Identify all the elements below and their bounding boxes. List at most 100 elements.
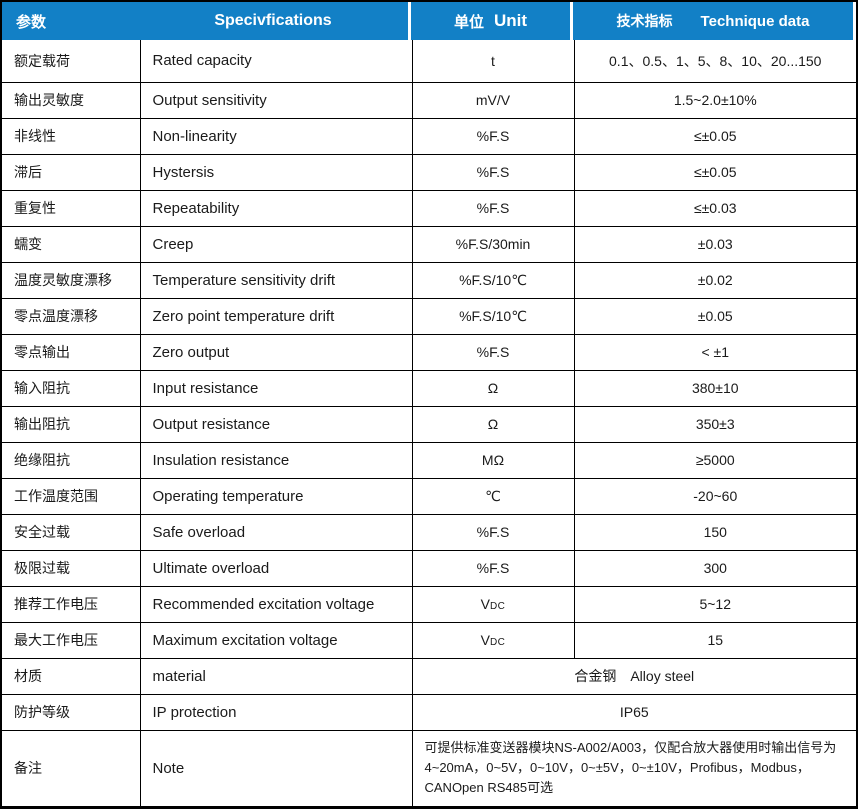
unit-cell: VDC xyxy=(411,621,575,659)
table-row: 零点温度漂移 Zero point temperature drift %F.S/1… xyxy=(1,297,857,335)
value-cell: ≤±0.05 xyxy=(573,117,857,155)
param-name-en-cell: Note xyxy=(139,729,413,807)
table-row: 蠕变 Creep %F.S/30min ±0.03 xyxy=(1,225,857,263)
param-name-en-cell: Recommended excitation voltage xyxy=(139,585,413,623)
unit-cell: %F.S/10℃ xyxy=(411,297,575,335)
table-row: 额定载荷 Rated capacity t 0.1、0.5、1、5、8、10、20..… xyxy=(1,39,857,83)
unit-cell: %F.S xyxy=(411,333,575,371)
unit-cell: Ω xyxy=(411,405,575,443)
param-name-cn-cell: 材质 xyxy=(1,657,141,695)
unit-cell: mV/V xyxy=(411,81,575,119)
param-name-cn-cell: 推荐工作电压 xyxy=(1,585,141,623)
header-unit-cn: 单位 xyxy=(453,13,484,31)
param-name-en-cell: Input resistance xyxy=(139,369,413,407)
table-row: 重复性 Repeatability %F.S ≤±0.03 xyxy=(1,189,857,227)
param-name-en-cell: material xyxy=(139,657,413,695)
value-cell: < ±1 xyxy=(573,333,857,371)
value-cell: 300 xyxy=(573,549,857,587)
param-name-en-cell: Safe overload xyxy=(139,513,413,551)
value-cell: 1.5~2.0±10% xyxy=(573,81,857,119)
header-unit-en: Unit xyxy=(493,11,528,30)
unit-cell: Ω xyxy=(411,369,575,407)
header-data-cn: 技术指标 xyxy=(616,13,673,29)
header-block-unit: 单位 Unit xyxy=(411,2,570,40)
param-name-cn-cell: 滞后 xyxy=(1,153,141,191)
header-block-param-spec: 参数 Specivfications xyxy=(2,2,408,40)
unit-cell: %F.S xyxy=(411,513,575,551)
value-cell: ±0.05 xyxy=(573,297,857,335)
param-name-cn-cell: 非线性 xyxy=(1,117,141,155)
unit-cell: %F.S xyxy=(411,549,575,587)
table-row: 输出阻抗 Output resistance Ω 350±3 xyxy=(1,405,857,443)
value-cell: 150 xyxy=(573,513,857,551)
table-row: 绝缘阻抗 Insulation resistance MΩ ≥5000 xyxy=(1,441,857,479)
param-name-cn-cell: 温度灵敏度漂移 xyxy=(1,261,141,299)
param-name-en-cell: Rated capacity xyxy=(139,39,413,83)
table-row: 防护等级 IP protection IP65 xyxy=(1,693,857,731)
value-cell: ≤±0.05 xyxy=(573,153,857,191)
unit-cell: t xyxy=(411,39,575,83)
table-row: 输入阻抗 Input resistance Ω 380±10 xyxy=(1,369,857,407)
param-name-cn-cell: 工作温度范围 xyxy=(1,477,141,515)
value-cell: ±0.03 xyxy=(573,225,857,263)
header-block-technique-data: 技术指标 Technique data xyxy=(573,2,853,40)
table-row: 输出灵敏度 Output sensitivity mV/V 1.5~2.0±10% xyxy=(1,81,857,119)
param-name-en-cell: Ultimate overload xyxy=(139,549,413,587)
value-cell: ≥5000 xyxy=(573,441,857,479)
param-name-cn-cell: 输入阻抗 xyxy=(1,369,141,407)
value-cell: 15 xyxy=(573,621,857,659)
param-name-en-cell: Creep xyxy=(139,225,413,263)
unit-cell: %F.S xyxy=(411,153,575,191)
unit-cell: %F.S/10℃ xyxy=(411,261,575,299)
param-name-cn-cell: 防护等级 xyxy=(1,693,141,731)
param-name-en-cell: Output resistance xyxy=(139,405,413,443)
unit-cell: %F.S xyxy=(411,189,575,227)
table-row: 滞后 Hystersis %F.S ≤±0.05 xyxy=(1,153,857,191)
table-row: 零点输出 Zero output %F.S < ±1 xyxy=(1,333,857,371)
spec-table-grid: 额定载荷 Rated capacity t 0.1、0.5、1、5、8、10、20..… xyxy=(1,39,857,807)
table-row: 温度灵敏度漂移 Temperature sensitivity drift %F.S… xyxy=(1,261,857,299)
value-cell-merged: 可提供标准变送器模块NS-A002/A003，仅配合放大器使用时输出信号为4~2… xyxy=(411,729,857,807)
param-name-en-cell: Insulation resistance xyxy=(139,441,413,479)
unit-cell: VDC xyxy=(411,585,575,623)
param-name-en-cell: Maximum excitation voltage xyxy=(139,621,413,659)
value-cell: 5~12 xyxy=(573,585,857,623)
param-name-en-cell: Zero output xyxy=(139,333,413,371)
value-cell-merged: 合金钢 Alloy steel xyxy=(411,657,857,695)
unit-subscript: DC xyxy=(489,637,506,648)
param-name-cn-cell: 极限过载 xyxy=(1,549,141,587)
param-name-en-cell: IP protection xyxy=(139,693,413,731)
param-name-en-cell: Repeatability xyxy=(139,189,413,227)
table-row: 最大工作电压 Maximum excitation voltage VDC 15 xyxy=(1,621,857,659)
param-name-en-cell: Hystersis xyxy=(139,153,413,191)
header-param-cn: 参数 xyxy=(16,13,47,31)
header-spec-en: Specivfications xyxy=(214,12,332,29)
unit-cell: %F.S xyxy=(411,117,575,155)
value-cell: -20~60 xyxy=(573,477,857,515)
param-name-cn-cell: 重复性 xyxy=(1,189,141,227)
param-name-en-cell: Temperature sensitivity drift xyxy=(139,261,413,299)
param-name-cn-cell: 绝缘阻抗 xyxy=(1,441,141,479)
param-name-en-cell: Output sensitivity xyxy=(139,81,413,119)
param-name-cn-cell: 安全过载 xyxy=(1,513,141,551)
value-cell: ≤±0.03 xyxy=(573,189,857,227)
param-name-cn-cell: 零点温度漂移 xyxy=(1,297,141,335)
table-row: 材质 material 合金钢 Alloy steel xyxy=(1,657,857,695)
table-row: 极限过载 Ultimate overload %F.S 300 xyxy=(1,549,857,587)
table-row: 安全过载 Safe overload %F.S 150 xyxy=(1,513,857,551)
table-row: 备注 Note 可提供标准变送器模块NS-A002/A003，仅配合放大器使用时输出… xyxy=(1,729,857,807)
param-name-en-cell: Zero point temperature drift xyxy=(139,297,413,335)
param-name-cn-cell: 蠕变 xyxy=(1,225,141,263)
spec-table-body: 额定载荷 Rated capacity t 0.1、0.5、1、5、8、10、20..… xyxy=(1,39,857,807)
param-name-en-cell: Operating temperature xyxy=(139,477,413,515)
value-cell: 380±10 xyxy=(573,369,857,407)
table-row: 非线性 Non-linearity %F.S ≤±0.05 xyxy=(1,117,857,155)
param-name-cn-cell: 零点输出 xyxy=(1,333,141,371)
value-cell-merged: IP65 xyxy=(411,693,857,731)
param-name-en-cell: Non-linearity xyxy=(139,117,413,155)
unit-cell: ℃ xyxy=(411,477,575,515)
param-name-cn-cell: 额定载荷 xyxy=(1,39,141,83)
value-cell: ±0.02 xyxy=(573,261,857,299)
